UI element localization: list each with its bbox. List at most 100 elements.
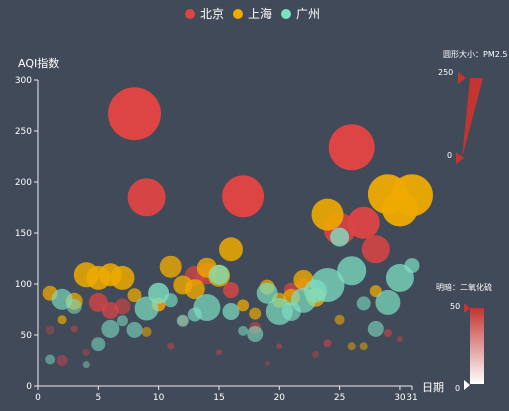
visual-map-size-label: 圆形大小：PM2.5 [443,49,507,59]
data-point [359,342,368,351]
x-tick-label: 20 [274,393,286,403]
data-point [334,314,345,325]
data-point [347,342,356,351]
legend-marker [185,9,195,19]
legend-item[interactable]: 广州 [281,7,320,21]
data-point [264,361,270,367]
legend-label: 北京 [200,7,224,21]
data-point [223,282,239,299]
data-point [110,265,135,290]
data-point [383,329,392,337]
data-point [276,343,283,350]
y-tick-label: 0 [26,382,32,392]
y-tick-label: 150 [15,229,32,239]
x-tick-label: 5 [95,393,101,403]
legend-marker [281,9,291,19]
data-point [163,293,178,308]
y-axis-name: AQI指数 [18,56,59,70]
data-point [127,178,166,217]
visual-map-opacity-min: 0 [455,384,460,393]
size-handle-bottom[interactable] [456,152,464,164]
axes: AQI指数 日期 0 50 100 150 200 250 300 0 5 10 15 20 25 30 3… [15,56,444,403]
data-point [70,325,78,333]
data-point [56,355,68,366]
data-point [323,339,332,348]
y-tick-label: 250 [15,127,32,137]
data-point [337,256,367,286]
x-tick-label: 15 [213,393,224,403]
data-point [216,349,222,356]
size-gradient-shape [462,78,483,158]
visual-map-opacity[interactable]: 明暗：二氧化硫 50 0 [436,282,492,393]
series-0 [45,87,403,367]
data-point [311,198,344,231]
visual-map-size-min: 0 [447,151,452,160]
y-tick-label: 300 [15,76,32,86]
data-point [141,326,152,337]
data-point [176,314,189,327]
data-point [249,307,262,320]
visual-map-size[interactable]: 圆形大小：PM2.5 250 0 [438,49,507,164]
legend-label: 广州 [296,7,320,21]
legend-label: 上海 [248,6,272,21]
x-tick-label: 30 [394,393,406,403]
data-point [184,279,205,300]
visual-map-opacity-label: 明暗：二氧化硫 [436,282,492,292]
data-points [42,87,433,369]
data-point [404,258,420,274]
x-axis-name: 日期 [422,381,444,394]
visual-map-opacity-max: 50 [450,302,460,311]
data-point [167,342,175,350]
legend-item[interactable]: 上海 [233,6,272,21]
data-point [45,325,55,335]
data-point [328,124,375,171]
data-point [66,298,82,314]
data-point [82,361,90,369]
data-point [148,282,170,304]
data-point [91,337,106,352]
data-point [57,315,67,325]
x-tick-label: 0 [35,393,41,403]
data-point [391,174,433,217]
data-point [134,296,159,321]
size-handle-top[interactable] [458,72,466,84]
data-point [101,319,120,338]
data-point [396,336,403,343]
data-point [330,227,350,247]
data-point [347,206,380,239]
data-point [222,175,265,218]
data-point [209,264,229,285]
data-point [375,289,401,315]
data-point [117,315,128,327]
data-point [256,282,278,304]
legend-item[interactable]: 北京 [185,7,224,21]
data-point [82,348,90,356]
y-tick-label: 50 [21,331,33,341]
opacity-handle-bottom[interactable] [464,380,470,390]
data-point [367,320,384,337]
x-tick-label: 31 [406,393,417,403]
data-point [127,288,142,303]
data-point [114,298,131,315]
data-point [237,299,250,312]
data-point [222,303,240,320]
data-point [159,255,182,278]
data-point [356,296,371,311]
series-2 [45,227,420,369]
visual-map-size-max: 250 [438,68,453,77]
data-point [108,87,161,141]
y-tick-label: 100 [15,280,32,290]
opacity-gradient-bar [470,308,484,384]
legend-marker [233,9,243,19]
x-tick-label: 10 [153,393,165,403]
data-point [310,268,345,302]
data-point [361,235,390,264]
y-tick-label: 200 [15,178,32,188]
data-point [238,325,249,336]
opacity-handle-top[interactable] [464,303,470,313]
legend[interactable]: 北京 上海 广州 [185,6,320,21]
data-point [126,321,143,338]
data-point [45,354,56,365]
